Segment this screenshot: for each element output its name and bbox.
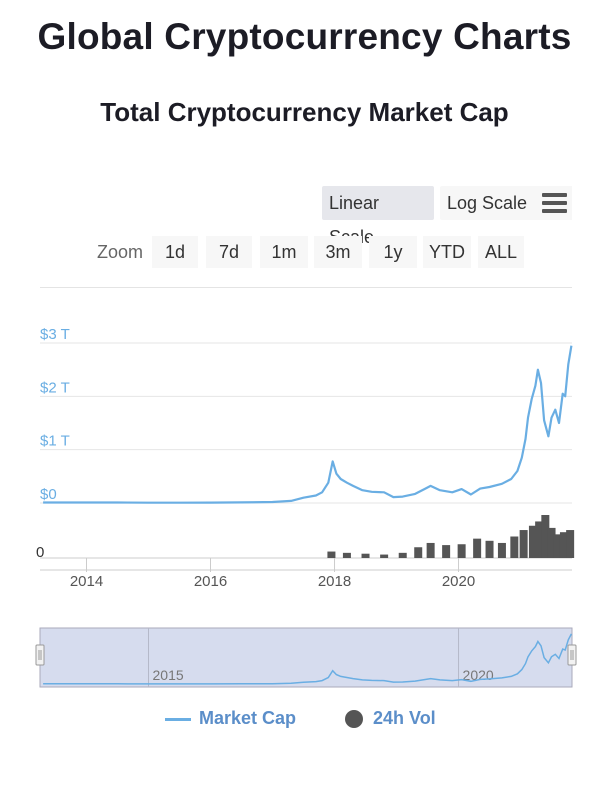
zoom-1m-button[interactable]: 1m	[260, 236, 308, 268]
volume-bar	[541, 515, 550, 558]
legend-market-cap[interactable]: Market Cap	[165, 708, 296, 736]
hamburger-menu-icon-bar	[542, 201, 567, 205]
volume-bar	[547, 527, 556, 558]
volume-bar	[497, 542, 506, 558]
zoom-all-button[interactable]: ALL	[478, 236, 524, 268]
volume-bar	[559, 532, 568, 558]
x-tick-label: 2014	[70, 573, 103, 590]
volume-bar	[426, 542, 435, 558]
hamburger-menu-icon-bar	[542, 209, 567, 213]
volume-bar	[485, 540, 494, 558]
volume-dot-icon	[345, 710, 363, 729]
chart-title: Total Cryptocurrency Market Cap	[100, 97, 509, 127]
chart-menu-button[interactable]	[536, 186, 572, 220]
navigator-series-line	[43, 633, 573, 685]
volume-bar	[528, 525, 537, 558]
volume-tick-label: 0	[36, 544, 44, 561]
zoom-label: Zoom	[97, 242, 144, 262]
linear-scale-button[interactable]: Linear Scale	[322, 186, 434, 247]
legend-volume-label: 24h Vol	[373, 708, 436, 728]
volume-bar	[566, 530, 575, 558]
volume-bar	[457, 544, 466, 558]
volume-bar	[342, 552, 351, 558]
navigator-tick-label: 2015	[153, 667, 184, 683]
divider	[40, 287, 572, 288]
zoom-7d-button[interactable]: 7d	[206, 236, 252, 268]
volume-bar	[510, 536, 519, 558]
y-tick-label: $2 T	[40, 379, 70, 396]
volume-bar	[327, 551, 336, 558]
page-title: Global Cryptocurrency Charts	[37, 16, 572, 57]
market-cap-series-line	[43, 345, 573, 504]
log-scale-button[interactable]: Log Scale	[440, 186, 540, 220]
y-tick-label: $0	[40, 486, 57, 503]
volume-bar	[380, 554, 389, 558]
volume-bar	[442, 545, 451, 558]
navigator-left-handle[interactable]	[35, 644, 45, 666]
zoom-1y-button[interactable]: 1y	[369, 236, 417, 268]
zoom-3m-button[interactable]: 3m	[314, 236, 362, 268]
market-cap-line-icon	[165, 717, 191, 721]
zoom-ytd-button[interactable]: YTD	[423, 236, 471, 268]
x-tick-label: 2020	[442, 573, 475, 590]
volume-bar	[535, 521, 544, 558]
volume-bar	[519, 530, 528, 558]
x-tick-label: 2016	[194, 573, 227, 590]
volume-bar	[473, 538, 482, 558]
y-tick-label: $3 T	[40, 326, 70, 343]
zoom-1d-button[interactable]: 1d	[152, 236, 198, 268]
hamburger-menu-icon	[542, 193, 567, 197]
y-tick-label: $1 T	[40, 433, 70, 450]
volume-bar	[398, 552, 407, 558]
legend-market-cap-label: Market Cap	[199, 708, 297, 728]
volume-bar	[414, 547, 423, 558]
volume-bar	[553, 534, 562, 558]
x-tick-label: 2018	[318, 573, 351, 590]
legend-24h-vol[interactable]: 24h Vol	[345, 708, 436, 736]
navigator-window	[39, 627, 573, 688]
volume-bar	[361, 553, 370, 558]
navigator-right-handle[interactable]	[567, 644, 577, 666]
